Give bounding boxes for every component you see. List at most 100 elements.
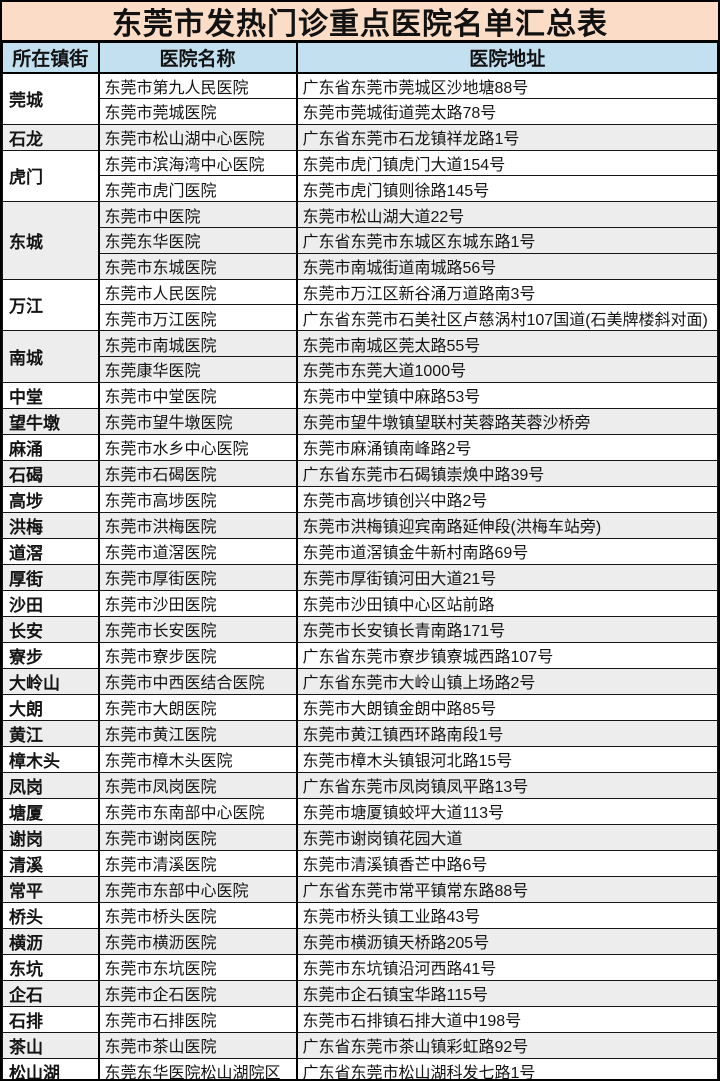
table-row: 东莞市莞城医院 东莞市莞城街道莞太路78号 [3,97,718,125]
hospital-table-body: 莞城 东莞市第九人民医院 广东省东莞市莞城区沙地塘88号 东莞市莞城医院 东莞市莞城街道… [2,72,718,1079]
table-header-row: 所在镇街 医院名称 医院地址 [2,42,718,74]
hospital-name-cell: 东莞市大朗医院 [97,693,297,721]
hospital-address-cell: 广东省东莞市松山湖科发七路1号 [295,1057,718,1079]
hospital-name-cell: 东莞市中医院 [97,201,297,228]
hospital-address-cell: 东莞市谢岗镇花园大道 [295,823,718,851]
hospital-name-cell: 东莞市桥头医院 [97,901,297,929]
table-row: 凤岗 东莞市凤岗医院 广东省东莞市凤岗镇凤平路13号 [2,771,718,799]
hospital-address-cell: 广东省东莞市凤岗镇凤平路13号 [295,771,718,799]
hospital-address-cell: 东莞市东坑镇沿河西路41号 [295,953,718,981]
hospital-address-cell: 东莞市虎门镇则徐路145号 [295,175,718,203]
town-cell: 桥头 [2,901,99,929]
table-row: 莞城 东莞市第九人民医院 广东省东莞市莞城区沙地塘88号 [2,72,718,125]
town-cell: 石碣 [2,459,99,487]
hospital-name-cell: 东莞市人民医院 [97,278,297,306]
town-cell: 石排 [2,1005,99,1033]
hospital-address-cell: 东莞市中堂镇中麻路53号 [295,381,718,409]
table-row: 横沥 东莞市横沥医院 东莞市横沥镇天桥路205号 [2,927,718,955]
table-row: 万江 东莞市人民医院 东莞市万江区新谷涌万道路南3号 [2,278,718,332]
hospital-address-cell: 广东省东莞市寮步镇寮城西路107号 [295,641,718,669]
town-cell: 麻涌 [2,433,99,461]
table-row: 东莞东华医院 广东省东莞市东城区东城东路1号 [3,226,718,254]
town-cell: 凤岗 [2,771,99,799]
table-row: 大岭山 东莞市中西医结合医院 广东省东莞市大岭山镇上场路2号 [2,667,718,695]
hospital-name-cell: 东莞市企石医院 [97,979,297,1007]
hospital-name-cell: 东莞市南城医院 [97,330,297,357]
hospital-name-cell: 东莞市中堂医院 [97,381,297,409]
hospital-address-cell: 东莞市石排镇石排大道中198号 [295,1005,718,1033]
hospital-name-cell: 东莞市望牛墩医院 [97,407,297,435]
hospital-address-cell: 东莞市桥头镇工业路43号 [295,901,718,929]
table-row: 长安 东莞市长安医院 东莞市长安镇长青南路171号 [2,615,718,643]
table-row: 中堂 东莞市中堂医院 东莞市中堂镇中麻路53号 [2,381,718,409]
town-cell: 石龙 [2,123,99,151]
town-cell: 望牛墩 [2,407,99,435]
hospital-name-cell: 东莞市东坑医院 [97,953,297,981]
town-cell: 长安 [2,615,99,643]
hospital-address-cell: 东莞市东莞大道1000号 [295,355,718,383]
hospital-address-cell: 东莞市横沥镇天桥路205号 [295,927,718,955]
page-title: 东莞市发热门诊重点医院名单汇总表 [2,2,718,42]
hospital-name-cell: 东莞市长安医院 [97,615,297,643]
town-cell: 道滘 [2,537,99,565]
town-cell: 东坑 [2,953,99,981]
table-row: 东莞市东城医院 东莞市南城街道南城路56号 [3,252,718,280]
hospital-address-cell: 东莞市樟木头镇银河北路15号 [295,745,718,773]
table-row: 望牛墩 东莞市望牛墩医院 东莞市望牛墩镇望联村芙蓉路芙蓉沙桥旁 [2,407,718,435]
column-header-hospital-address: 医院地址 [295,42,718,74]
table-row: 洪梅 东莞市洪梅医院 东莞市洪梅镇迎宾南路延伸段(洪梅车站旁) [2,511,718,539]
hospital-address-cell: 广东省东莞市石碣镇崇焕中路39号 [295,459,718,487]
hospital-name-cell: 东莞市沙田医院 [97,589,297,617]
town-cell: 黄江 [2,719,99,747]
hospital-name-cell: 东莞市高埗医院 [97,485,297,513]
column-header-town: 所在镇街 [2,42,99,74]
town-cell: 沙田 [2,589,99,617]
table-row: 桥头 东莞市桥头医院 东莞市桥头镇工业路43号 [2,901,718,929]
town-cell: 中堂 [2,381,99,409]
town-cell: 南城 [2,330,99,383]
town-cell: 洪梅 [2,511,99,539]
hospital-name-cell: 东莞市茶山医院 [97,1031,297,1059]
hospital-address-cell: 广东省东莞市石美社区卢慈涡村107国道(石美牌楼斜对面) [295,304,718,332]
hospital-address-cell: 东莞市南城区莞太路55号 [295,330,718,357]
hospital-address-cell: 广东省东莞市莞城区沙地塘88号 [295,72,718,99]
table-row: 谢岗 东莞市谢岗医院 东莞市谢岗镇花园大道 [2,823,718,851]
table-row: 塘厦 东莞市东南部中心医院 东莞市塘厦镇蛟坪大道113号 [2,797,718,825]
town-cell: 莞城 [2,72,99,125]
table-row: 道滘 东莞市道滘医院 东莞市道滘镇金牛新村南路69号 [2,537,718,565]
town-cell: 寮步 [2,641,99,669]
hospital-address-cell: 东莞市沙田镇中心区站前路 [295,589,718,617]
hospital-address-cell: 东莞市南城街道南城路56号 [295,252,718,280]
table-row: 清溪 东莞市清溪医院 东莞市清溪镇香芒中路6号 [2,849,718,877]
table-row: 高埗 东莞市高埗医院 东莞市高埗镇创兴中路2号 [2,485,718,513]
town-cell: 大岭山 [2,667,99,695]
table-row: 东坑 东莞市东坑医院 东莞市东坑镇沿河西路41号 [2,953,718,981]
table-row: 东城 东莞市中医院 东莞市松山湖大道22号 [2,201,718,280]
hospital-name-cell: 东莞市中西医结合医院 [97,667,297,695]
hospital-name-cell: 东莞市滨海湾中心医院 [97,149,297,177]
hospital-address-cell: 东莞市道滘镇金牛新村南路69号 [295,537,718,565]
hospital-name-cell: 东莞市万江医院 [97,304,297,332]
hospital-address-cell: 东莞市清溪镇香芒中路6号 [295,849,718,877]
hospital-name-cell: 东莞东华医院 [97,226,297,254]
town-cell: 松山湖 [2,1057,99,1079]
hospital-name-cell: 东莞市石排医院 [97,1005,297,1033]
hospital-name-cell: 东莞市寮步医院 [97,641,297,669]
table-row: 东莞市虎门医院 东莞市虎门镇则徐路145号 [3,175,718,203]
town-cell: 厚街 [2,563,99,591]
table-row: 石碣 东莞市石碣医院 广东省东莞市石碣镇崇焕中路39号 [2,459,718,487]
hospital-address-cell: 东莞市麻涌镇南峰路2号 [295,433,718,461]
hospital-name-cell: 东莞市凤岗医院 [97,771,297,799]
hospital-name-cell: 东莞东华医院松山湖院区 [97,1057,297,1079]
town-cell: 横沥 [2,927,99,955]
table-row: 东莞市万江医院 广东省东莞市石美社区卢慈涡村107国道(石美牌楼斜对面) [3,304,718,332]
hospital-address-cell: 东莞市松山湖大道22号 [295,201,718,228]
table-row: 虎门 东莞市滨海湾中心医院 东莞市虎门镇虎门大道154号 [2,149,718,203]
town-cell: 清溪 [2,849,99,877]
town-cell: 万江 [2,278,99,332]
hospital-address-cell: 广东省东莞市大岭山镇上场路2号 [295,667,718,695]
hospital-address-cell: 广东省东莞市茶山镇彩虹路92号 [295,1031,718,1059]
table-row: 麻涌 东莞市水乡中心医院 东莞市麻涌镇南峰路2号 [2,433,718,461]
hospital-name-cell: 东莞康华医院 [97,355,297,383]
